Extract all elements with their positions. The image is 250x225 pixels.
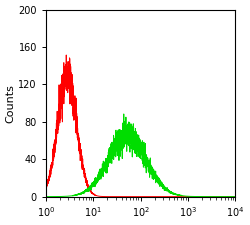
Y-axis label: Counts: Counts	[6, 84, 16, 123]
